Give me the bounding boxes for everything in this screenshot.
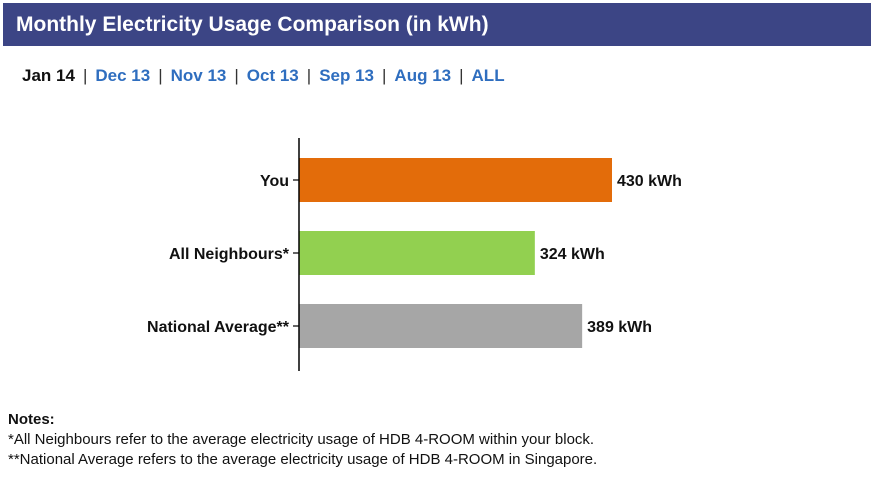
value-label: 389 kWh — [587, 319, 652, 336]
notes-title: Notes: — [8, 411, 55, 428]
tab-dec-13[interactable]: Dec 13 — [95, 66, 151, 85]
note-all-neighbours: *All Neighbours refer to the average ele… — [8, 431, 595, 448]
category-label: National Average** — [147, 319, 290, 336]
tab-separator: | — [158, 66, 163, 85]
note-national-average: **National Average refers to the average… — [8, 451, 598, 468]
bar-1 — [299, 231, 535, 275]
tab-all[interactable]: ALL — [471, 66, 505, 85]
bar-2 — [299, 304, 583, 348]
header-title: Monthly Electricity Usage Comparison (in… — [16, 12, 489, 36]
tab-oct-13[interactable]: Oct 13 — [246, 66, 299, 85]
tab-separator: | — [82, 66, 88, 85]
tab-aug-13[interactable]: Aug 13 — [394, 66, 452, 85]
tab-sep-13[interactable]: Sep 13 — [319, 66, 374, 85]
tab-separator: | — [234, 66, 239, 85]
value-label: 430 kWh — [617, 173, 682, 190]
tab-separator: | — [382, 66, 387, 85]
tab-separator: | — [306, 66, 312, 85]
value-label: 324 kWh — [540, 246, 605, 263]
chart-header: Monthly Electricity Usage Comparison (in… — [3, 3, 871, 46]
category-label: All Neighbours* — [169, 246, 290, 263]
bar-0 — [299, 158, 612, 202]
tab-nov-13[interactable]: Nov 13 — [170, 66, 227, 85]
notes: Notes: *All Neighbours refer to the aver… — [8, 410, 597, 470]
month-tabs: Jan 14 | Dec 13 | Nov 13 | Oct 13 | Sep 13 | Aug 1… — [22, 65, 505, 87]
usage-bar-chart: You 430 kWh All Neighbours* 324 kWh National… — [147, 138, 682, 371]
category-label: You — [260, 173, 289, 190]
tab-separator: | — [459, 66, 464, 85]
tab-jan-14: Jan 14 — [22, 66, 75, 85]
